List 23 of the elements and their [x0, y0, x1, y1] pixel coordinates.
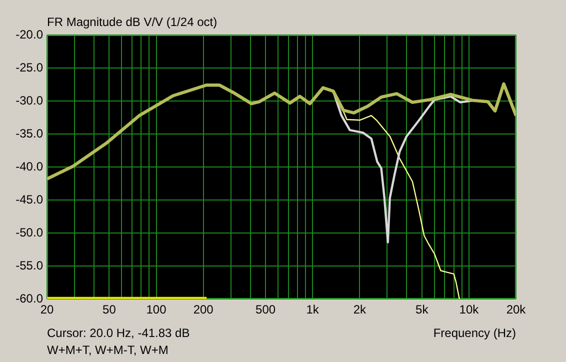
x-tick-label: 10k	[459, 302, 480, 317]
x-axis-title: Frequency (Hz)	[433, 326, 516, 340]
y-tick-label: -45.0	[16, 192, 44, 206]
y-tick-label: -50.0	[16, 225, 44, 240]
text: Cursor: 20.0 Hz, -41.83 dB	[47, 326, 190, 340]
y-tick-label: -40.0	[16, 159, 44, 174]
x-tick-label: 500	[256, 302, 276, 317]
x-tick-label: 2k	[353, 302, 367, 317]
x-tick-label: 20	[40, 302, 54, 317]
x-tick-label: 50	[102, 302, 116, 317]
x-tick-label: 200	[193, 302, 214, 317]
y-tick-label: -55.0	[16, 258, 44, 272]
y-tick-label: -25.0	[16, 60, 44, 74]
text: W+M+T, W+M-T, W+M	[47, 343, 168, 357]
chart-title: FR Magnitude dB V/V (1/24 oct)	[47, 15, 218, 29]
y-tick-label: -30.0	[16, 93, 44, 108]
y-tick-label: -60.0	[16, 291, 44, 306]
x-tick-label: 1k	[306, 302, 320, 317]
x-tick-label: 5k	[416, 302, 430, 317]
x-tick-label: 20k	[506, 302, 527, 317]
x-tick-label: 100	[146, 302, 167, 317]
y-tick-label: -20.0	[16, 27, 44, 42]
y-tick-label: -35.0	[16, 126, 44, 140]
